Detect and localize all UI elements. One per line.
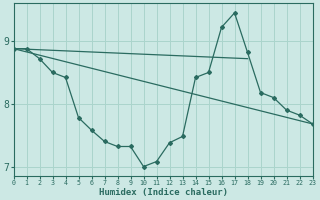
X-axis label: Humidex (Indice chaleur): Humidex (Indice chaleur) (99, 188, 228, 197)
